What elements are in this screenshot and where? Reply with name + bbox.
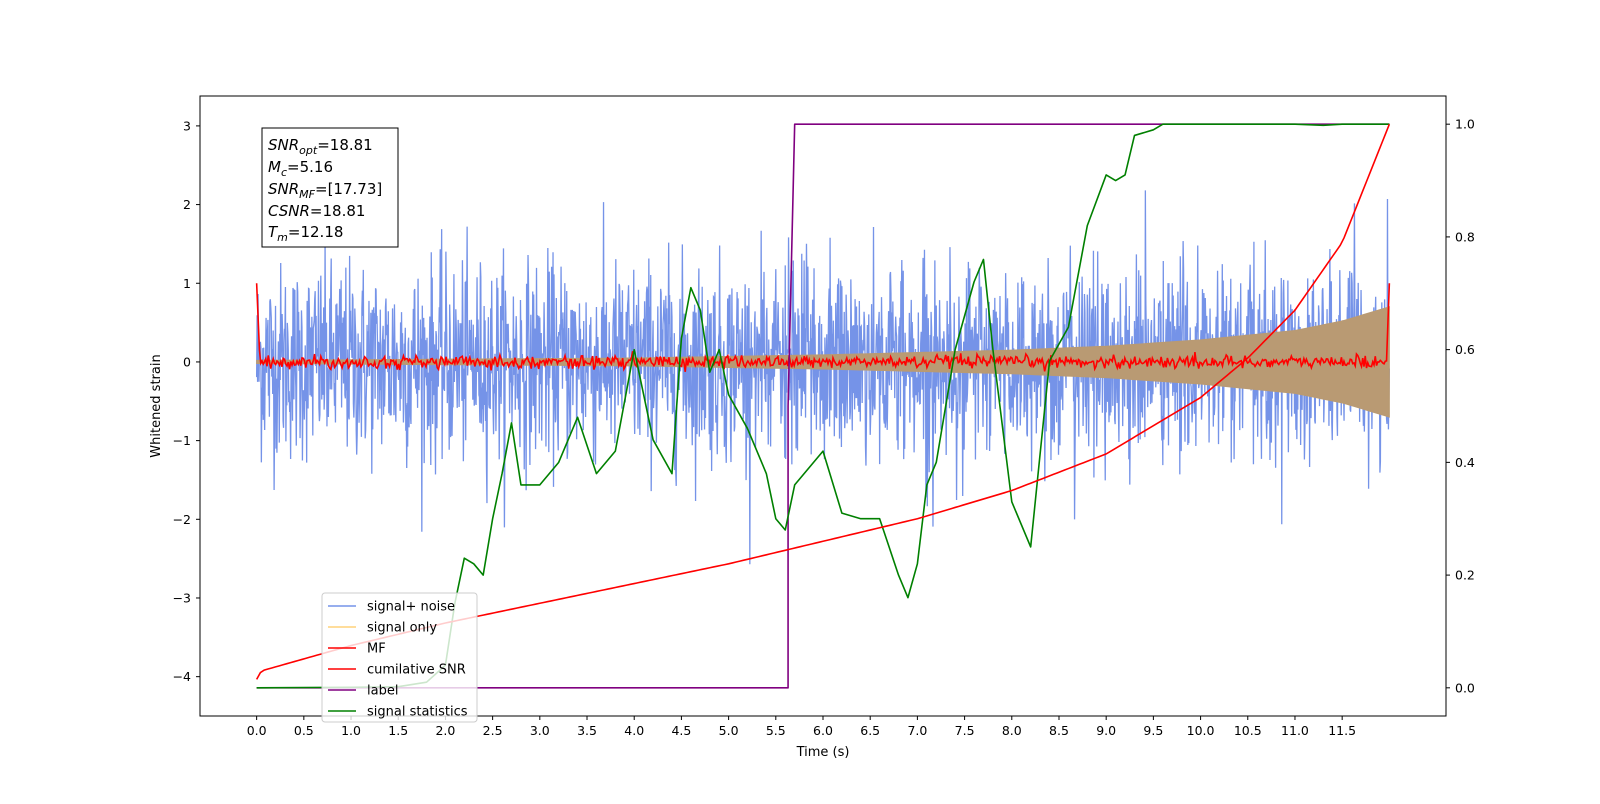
x-tick-label: 5.5 bbox=[766, 723, 786, 738]
y2-tick-label: 1.0 bbox=[1455, 117, 1475, 132]
annotation-line-csnr: CSNR=18.81 bbox=[268, 202, 365, 220]
annotation-line-snr-mf: SNRMF=[17.73] bbox=[268, 180, 382, 201]
y2-tick-label: 0.8 bbox=[1455, 229, 1475, 244]
x-tick-label: 9.5 bbox=[1143, 723, 1163, 738]
x-tick-label: 1.0 bbox=[341, 723, 361, 738]
annotation-line-snr-opt: SNRopt=18.81 bbox=[268, 136, 373, 157]
y-tick-label: 3 bbox=[183, 118, 191, 133]
series-label bbox=[256, 123, 1390, 689]
legend-label: MF bbox=[367, 642, 386, 657]
x-tick-label: 4.0 bbox=[624, 723, 644, 738]
x-tick-label: 8.0 bbox=[1002, 723, 1022, 738]
annotation-frame bbox=[261, 127, 399, 248]
annotation-line-tm: Tm=12.18 bbox=[268, 223, 343, 244]
legend: signal+ noise signal only MF cumilative SNR… bbox=[321, 592, 478, 723]
legend-label: cumilative SNR bbox=[367, 663, 466, 678]
x-tick-label: 3.0 bbox=[530, 723, 550, 738]
x-tick-label: 7.5 bbox=[955, 723, 975, 738]
x-tick-label: 0.5 bbox=[294, 723, 314, 738]
y-tick-label: −1 bbox=[173, 433, 191, 448]
y-tick-label: −2 bbox=[173, 512, 191, 527]
y2-tick-label: 0.4 bbox=[1455, 455, 1475, 470]
x-tick-label: 2.5 bbox=[483, 723, 503, 738]
y-axis-label: Whitened strain bbox=[149, 354, 164, 457]
annotation-line-mc: Mc=5.16 bbox=[268, 158, 333, 179]
legend-label: signal statistics bbox=[367, 705, 468, 720]
legend-frame bbox=[321, 592, 478, 723]
series-signal-statistics bbox=[256, 123, 1390, 689]
x-tick-label: 1.5 bbox=[388, 723, 408, 738]
x-tick-label: 10.5 bbox=[1234, 723, 1262, 738]
y-axis-right: 1.0 0.8 0.6 0.4 0.2 0.0 bbox=[1446, 117, 1475, 695]
x-axis-label: Time (s) bbox=[796, 745, 850, 760]
y-tick-label: 2 bbox=[183, 197, 191, 212]
x-tick-label: 8.5 bbox=[1049, 723, 1069, 738]
series-mf bbox=[255, 283, 1391, 372]
snr-annotation-box: SNRopt=18.81 Mc=5.16 SNRMF=[17.73] CSNR=… bbox=[261, 127, 399, 248]
y2-tick-label: 0.6 bbox=[1455, 342, 1475, 357]
x-axis: 0.0 0.5 1.0 1.5 2.0 2.5 3.0 3.5 4.0 4.5 5.0 5.5 6.0 6… bbox=[247, 716, 1356, 738]
y-axis-left: 3 2 1 0 −1 −2 −3 −4 bbox=[173, 118, 200, 684]
x-tick-label: 11.0 bbox=[1281, 723, 1309, 738]
y-tick-label: −4 bbox=[173, 669, 191, 684]
x-tick-label: 11.5 bbox=[1328, 723, 1356, 738]
legend-label: signal only bbox=[367, 621, 437, 636]
x-tick-label: 3.5 bbox=[577, 723, 597, 738]
x-tick-label: 0.0 bbox=[247, 723, 267, 738]
y-tick-label: 1 bbox=[183, 276, 191, 291]
x-tick-label: 6.5 bbox=[860, 723, 880, 738]
y2-tick-label: 0.0 bbox=[1455, 680, 1475, 695]
y-tick-label: 0 bbox=[183, 354, 191, 369]
y-tick-label: −3 bbox=[173, 590, 191, 605]
legend-label: label bbox=[367, 684, 398, 699]
x-tick-label: 5.0 bbox=[719, 723, 739, 738]
x-tick-label: 7.0 bbox=[907, 723, 927, 738]
legend-label: signal+ noise bbox=[367, 600, 455, 615]
x-tick-label: 2.0 bbox=[435, 723, 455, 738]
x-tick-label: 4.5 bbox=[671, 723, 691, 738]
x-tick-label: 6.0 bbox=[813, 723, 833, 738]
x-tick-label: 10.0 bbox=[1187, 723, 1215, 738]
x-tick-label: 9.0 bbox=[1096, 723, 1116, 738]
y2-tick-label: 0.2 bbox=[1455, 568, 1475, 583]
